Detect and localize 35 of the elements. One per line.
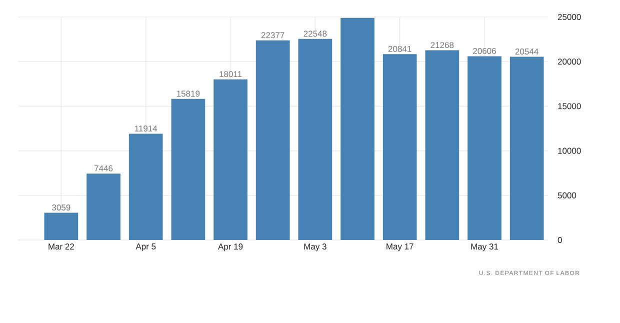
bar	[214, 79, 248, 240]
bar	[340, 18, 374, 240]
x-tick-label: May 31	[471, 244, 498, 252]
y-tick-label: 25000	[558, 14, 581, 20]
x-tick-label: Apr 5	[136, 244, 156, 252]
bar	[382, 54, 417, 240]
data-label: 22548	[304, 30, 327, 37]
data-label: 18011	[220, 71, 242, 78]
x-tick-label: Apr 19	[218, 244, 243, 252]
x-tick-label: May 17	[386, 244, 414, 252]
data-label: 7446	[94, 165, 113, 172]
y-tick-label: 0	[558, 236, 562, 243]
y-tick-label: 20000	[558, 58, 581, 65]
y-tick-label: 15000	[558, 103, 581, 110]
data-label: 11914	[134, 126, 158, 132]
bar	[86, 174, 120, 240]
x-tick-label: Mar 22	[48, 244, 74, 250]
bar	[128, 134, 163, 240]
data-label: 22377	[261, 32, 284, 38]
data-label: 20606	[473, 48, 496, 54]
bar	[256, 40, 290, 240]
bar	[44, 212, 78, 240]
y-tick-label: 5000	[558, 192, 576, 198]
bar	[468, 56, 502, 240]
bar	[425, 50, 460, 240]
y-tick-label: 10000	[558, 148, 581, 154]
x-tick-label: May 3	[304, 244, 326, 252]
bar	[510, 56, 544, 240]
data-label: 20841	[388, 46, 412, 52]
data-label: 15819	[177, 90, 200, 97]
bar	[171, 98, 206, 240]
data-label: 20544	[515, 48, 538, 55]
data-label: 21268	[430, 42, 454, 48]
data-label: 3059	[52, 204, 70, 210]
bar	[298, 38, 332, 240]
